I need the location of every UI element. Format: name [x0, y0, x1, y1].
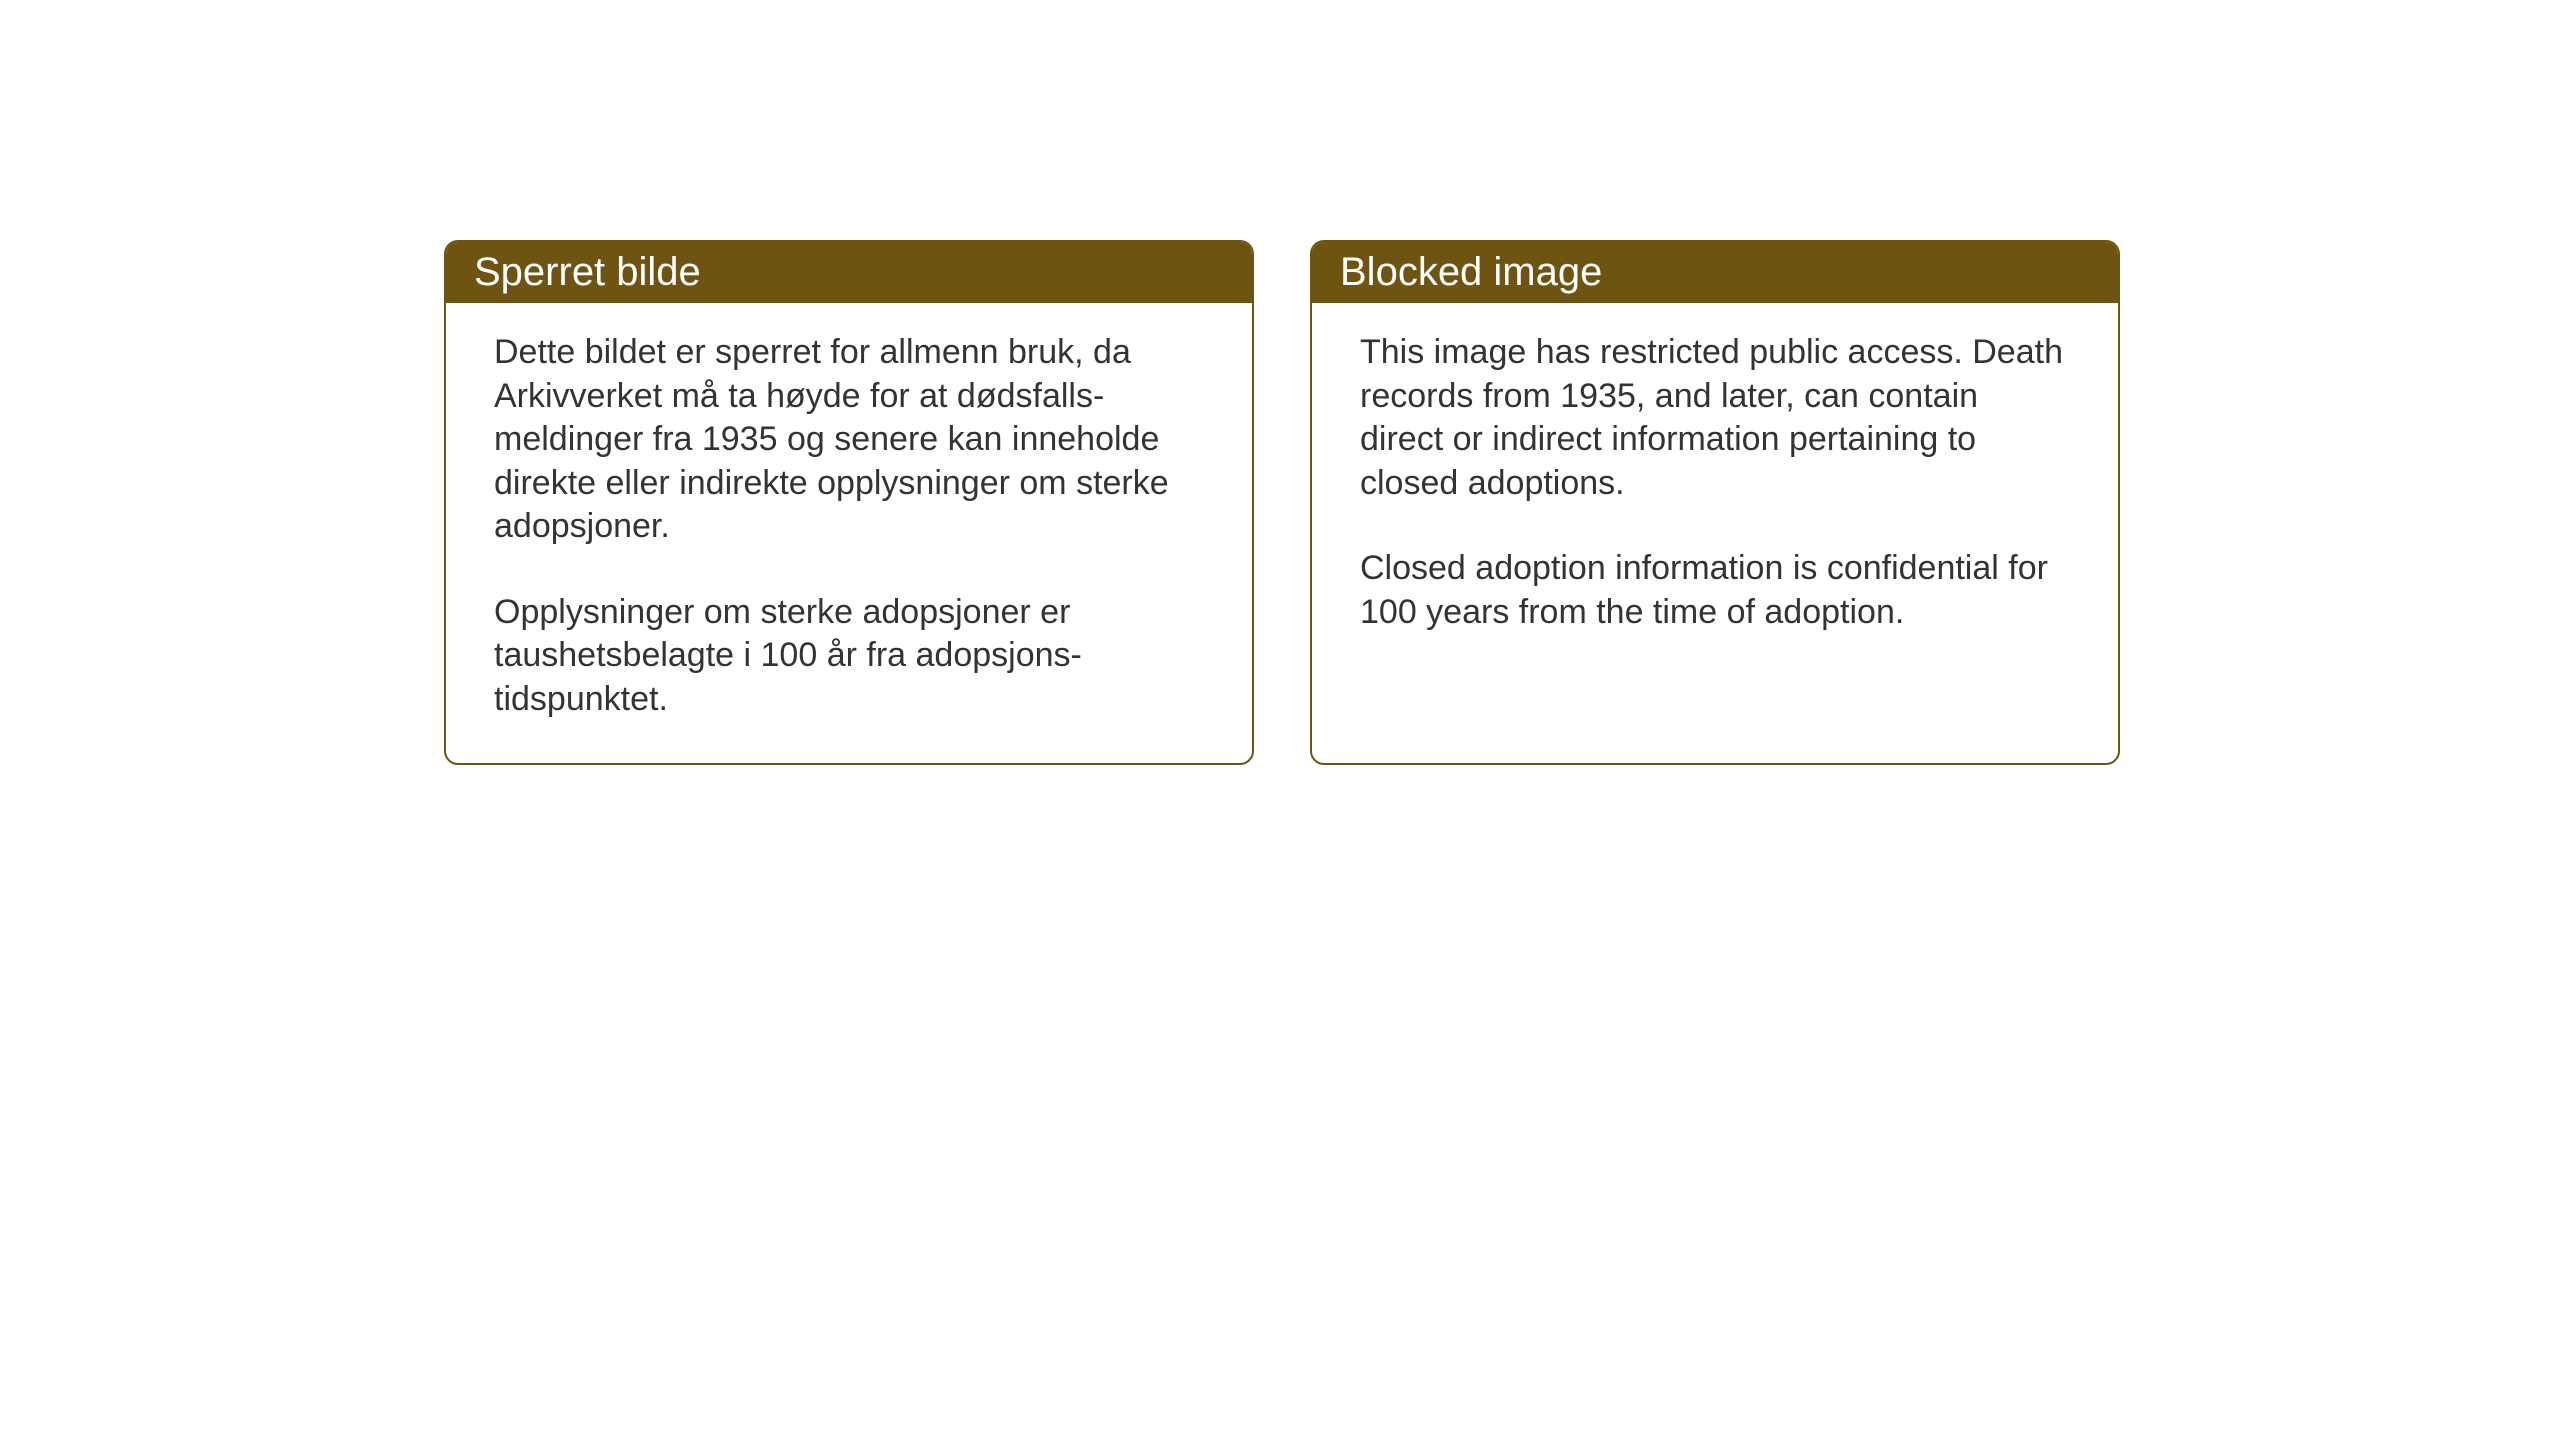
english-notice-card: Blocked image This image has restricted …	[1310, 240, 2120, 765]
norwegian-paragraph-1: Dette bildet er sperret for allmenn bruk…	[494, 331, 1204, 549]
notice-cards-container: Sperret bilde Dette bildet er sperret fo…	[444, 240, 2120, 765]
norwegian-card-body: Dette bildet er sperret for allmenn bruk…	[446, 303, 1252, 763]
english-card-body: This image has restricted public access.…	[1312, 303, 2118, 676]
english-card-title: Blocked image	[1312, 242, 2118, 303]
english-paragraph-1: This image has restricted public access.…	[1360, 331, 2070, 505]
norwegian-paragraph-2: Opplysninger om sterke adopsjoner er tau…	[494, 591, 1204, 722]
norwegian-card-title: Sperret bilde	[446, 242, 1252, 303]
norwegian-notice-card: Sperret bilde Dette bildet er sperret fo…	[444, 240, 1254, 765]
english-paragraph-2: Closed adoption information is confident…	[1360, 547, 2070, 634]
